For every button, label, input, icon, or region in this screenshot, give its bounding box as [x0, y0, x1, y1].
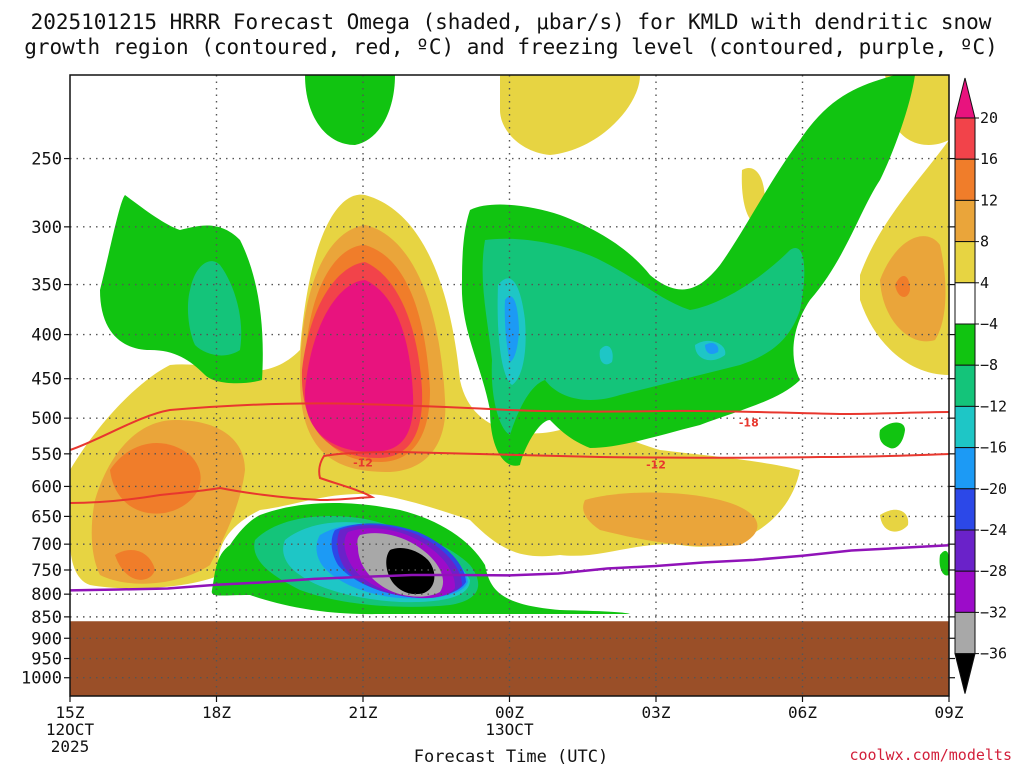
colorbar-swatch-9	[954, 488, 976, 531]
y-tick-label-500: 500	[31, 409, 62, 429]
colorbar-label-6: −8	[980, 356, 998, 374]
omega-shade-12to16-left2	[115, 550, 155, 580]
colorbar-swatch-8	[954, 447, 976, 490]
colorbar-label-0: 20	[980, 109, 998, 127]
omega-shade-m20tom16-spot	[705, 342, 719, 355]
colorbar-label-5: −4	[980, 315, 998, 333]
dgz-label-0: -12	[353, 457, 373, 470]
dgz-label-2: -18	[739, 417, 759, 430]
x-tick-label-21Z: 21Z	[349, 703, 378, 722]
x-tick-year-15Z: 2025	[51, 737, 90, 756]
y-tick-label-950: 950	[31, 650, 62, 670]
dgz-contour-12	[69, 450, 950, 504]
y-tick-label-750: 750	[31, 561, 62, 581]
colorbar-swatch-0	[954, 117, 976, 160]
chart-title-line1: 2025101215 HRRR Forecast Omega (shaded, …	[31, 10, 992, 34]
colorbar-swatch-5	[954, 323, 976, 366]
colorbar-label-9: −20	[980, 480, 1007, 498]
colorbar-label-11: −28	[980, 562, 1007, 580]
y-tick-label-550: 550	[31, 445, 62, 465]
omega-shade-m20tom16-center	[504, 296, 519, 362]
y-tick-label-250: 250	[31, 150, 62, 170]
y-axis: 2503003504004505005506006507007508008509…	[21, 150, 955, 689]
omega-shade-lt36	[386, 548, 435, 595]
omega-shade-m8tom4-topleft	[305, 75, 395, 145]
omega-shade-4to8-upper	[500, 75, 640, 155]
x-tick-label-18Z: 18Z	[202, 703, 231, 722]
y-tick-label-350: 350	[31, 276, 62, 296]
credit-link[interactable]: coolwx.com/modelts	[849, 746, 1012, 764]
x-tick-label-15Z: 15Z	[56, 703, 85, 722]
y-tick-label-600: 600	[31, 477, 62, 497]
colorbar-swatch-10	[954, 529, 976, 572]
colorbar-label-2: 12	[980, 191, 998, 209]
y-tick-label-400: 400	[31, 326, 62, 346]
dgz-contours	[69, 402, 950, 504]
x-tick-label-06Z: 06Z	[788, 703, 817, 722]
colorbar-swatch-6	[954, 364, 976, 407]
colorbar-swatch-7	[954, 405, 976, 449]
omega-shade-8to12-right	[583, 492, 758, 547]
colorbar-swatch-4	[954, 282, 976, 325]
x-tick-date-00Z: 13OCT	[485, 720, 534, 739]
omega-shade-8to12-farright	[880, 236, 946, 342]
x-tick-label-09Z: 09Z	[935, 703, 964, 722]
y-tick-label-1000: 1000	[21, 669, 62, 689]
colorbar-swatch-12	[954, 611, 976, 655]
x-tick-label-00Z: 00Z	[495, 703, 524, 722]
omega-shade-m8tom4-spot1	[879, 422, 905, 449]
colorbar-swatch-2	[954, 199, 976, 243]
colorbar-label-10: −24	[980, 521, 1007, 539]
y-tick-label-450: 450	[31, 370, 62, 390]
dgz-contour-18	[69, 402, 950, 451]
colorbar-label-13: −36	[980, 645, 1007, 663]
omega-shade-12to16-left	[110, 443, 201, 514]
dgz-contour-labels: -12 -12 -18	[353, 417, 759, 472]
colorbar-swatch-11	[954, 570, 976, 613]
y-tick-label-900: 900	[31, 629, 62, 649]
colorbar-swatch-3	[954, 241, 976, 284]
omega-shade-gt20	[304, 280, 414, 452]
colorbar-label-12: −32	[980, 603, 1007, 621]
y-tick-label-700: 700	[31, 535, 62, 555]
omega-shade-m16tom12-spot1	[599, 345, 613, 365]
x-tick-label-03Z: 03Z	[642, 703, 671, 722]
colorbar-swatch-lt36	[954, 653, 976, 694]
x-axis-label: Forecast Time (UTC)	[414, 747, 608, 767]
omega-shade-12to16-farright	[895, 275, 910, 297]
colorbar-label-3: 8	[980, 233, 989, 251]
y-tick-label-300: 300	[31, 218, 62, 238]
colorbar-label-4: 4	[980, 274, 989, 292]
freezing-level-contour	[69, 543, 950, 592]
colorbar-swatch-1	[954, 158, 976, 201]
y-tick-label-850: 850	[31, 608, 62, 628]
omega-shade-m12tom8-center	[482, 238, 805, 435]
colorbar-swatch-gt20	[954, 77, 976, 119]
terrain-below-ground	[70, 621, 949, 696]
colorbar-label-8: −16	[980, 439, 1007, 457]
colorbar-label-1: 16	[980, 150, 998, 168]
colorbar-label-7: −12	[980, 397, 1007, 415]
plot-area: -12 -12 -18	[69, 74, 950, 697]
chart-title-line2: growth region (contoured, red, ºC) and f…	[24, 35, 998, 59]
x-tick-date-15Z: 12OCT	[46, 720, 95, 739]
colorbar: 20 16 12 8 4 −4 −8 −12 −16 −20 −24 −28 −32 −36	[954, 77, 1007, 694]
y-tick-label-800: 800	[31, 585, 62, 605]
omega-shade-4to8-spot2	[880, 509, 909, 532]
y-tick-label-650: 650	[31, 507, 62, 527]
dgz-label-1: -12	[646, 459, 666, 472]
